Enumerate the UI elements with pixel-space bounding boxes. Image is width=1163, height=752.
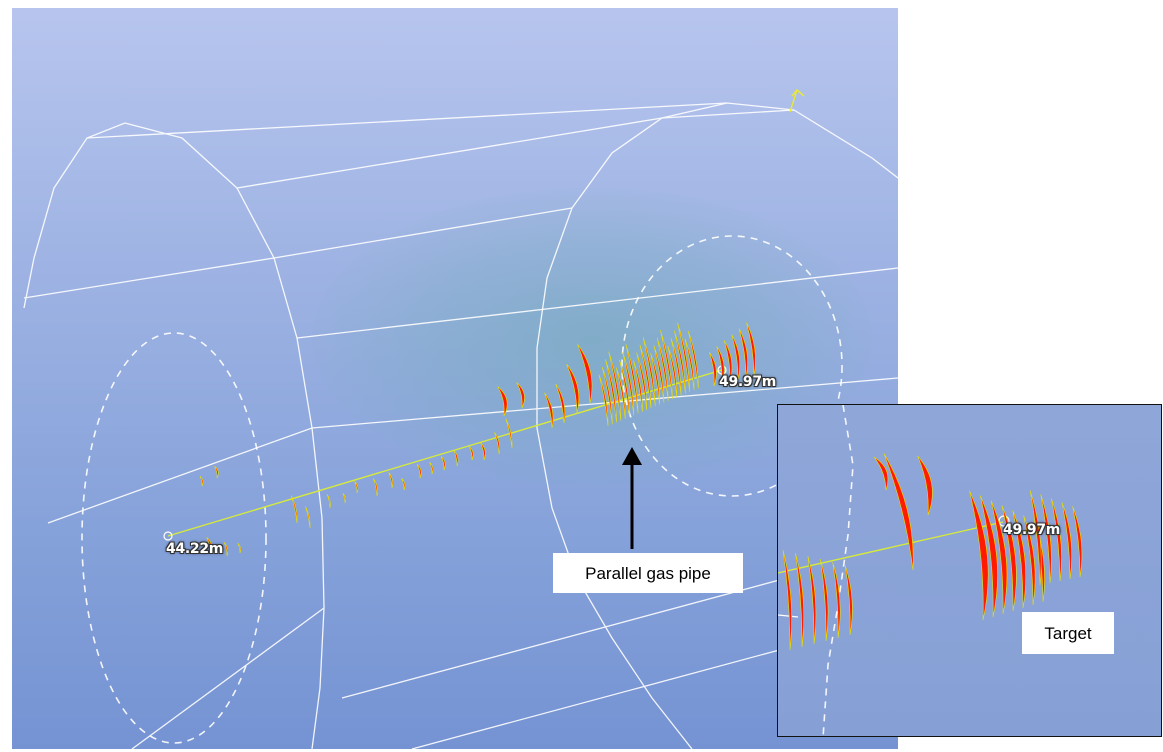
gas-pipe-reflection xyxy=(677,322,690,392)
inset-target-reflection xyxy=(979,495,998,618)
reflection-mark xyxy=(555,383,566,424)
gas-pipe-reflection xyxy=(601,366,613,425)
target-reflection xyxy=(731,334,741,381)
reflection-mark xyxy=(305,506,311,529)
inset-target-reflection xyxy=(1034,520,1045,603)
trace-line xyxy=(167,369,723,537)
target-callout: Target xyxy=(1022,612,1114,654)
reflection-mark xyxy=(516,382,525,409)
inset-reflection xyxy=(782,550,792,651)
inset-reflection xyxy=(807,556,817,645)
end-distance-label: 49.97m xyxy=(719,374,777,390)
reflection-mark xyxy=(206,537,212,554)
inset-target-reflection xyxy=(990,500,1008,615)
inset-reflection xyxy=(832,562,841,639)
gas-pipe-reflection xyxy=(650,353,660,405)
reflection-mark xyxy=(237,543,241,554)
inset-reflection xyxy=(883,453,914,571)
reflection-mark xyxy=(468,446,474,461)
reflection-mark xyxy=(342,493,346,504)
reflection-mark xyxy=(577,344,593,404)
reflection-mark xyxy=(388,472,393,489)
gas-pipe-reflection xyxy=(619,359,630,418)
target-reflection xyxy=(746,322,756,377)
main-3d-view[interactable]: 44.22m 49.97m xyxy=(12,8,898,749)
reflection-mark xyxy=(566,363,580,414)
far-dashed-ring xyxy=(621,235,843,497)
gas-pipe-reflection xyxy=(608,351,622,421)
reflection-mark xyxy=(354,481,359,494)
reflection-mark xyxy=(372,478,378,497)
inset-end-distance-label: 49.97m xyxy=(1003,522,1061,538)
reflection-mark xyxy=(505,418,513,449)
gas-pipe-reflection xyxy=(605,359,617,423)
inset-trace-line xyxy=(778,521,1004,574)
target-reflection xyxy=(716,346,725,385)
inset-reflection xyxy=(917,455,933,516)
target-reflection xyxy=(738,328,748,379)
reflection-mark xyxy=(440,456,446,471)
zoom-inset-view[interactable]: 49.97m xyxy=(777,404,1162,737)
cylinder-wireframe xyxy=(23,102,898,749)
inset-target-reflection xyxy=(969,490,989,621)
gas-pipe-reflection xyxy=(670,338,682,396)
target-reflection xyxy=(708,352,717,387)
inset-target-reflection xyxy=(1029,490,1042,586)
gas-pipe-reflection xyxy=(653,345,665,403)
reflection-mark xyxy=(479,442,486,461)
gas-pipe-reflection xyxy=(636,352,647,410)
reflection-mark xyxy=(199,475,204,487)
gas-pipe-reflection xyxy=(656,337,669,401)
inset-target-reflection xyxy=(1061,502,1073,580)
inset-target-reflection xyxy=(1072,506,1083,578)
reflection-mark xyxy=(214,466,219,479)
axis-arrow-icon xyxy=(789,88,805,113)
gas-pipe-callout: Parallel gas pipe xyxy=(553,553,743,593)
start-marker xyxy=(163,531,173,541)
gas-pipe-reflection xyxy=(684,338,695,391)
inset-target-reflection xyxy=(1051,498,1062,582)
callout-arrow-icon xyxy=(622,447,642,549)
target-reflections xyxy=(782,453,1083,651)
inset-reflection xyxy=(844,565,853,636)
inset-scene xyxy=(778,405,1083,736)
gas-pipe-reflection xyxy=(687,330,699,389)
reflection-cluster xyxy=(199,322,756,557)
inset-target-reflection xyxy=(1001,505,1017,612)
reflection-mark xyxy=(453,450,459,467)
inset-target-reflection xyxy=(1012,510,1027,609)
reflection-mark xyxy=(326,494,331,509)
reflection-mark xyxy=(290,495,298,524)
reflection-mark xyxy=(416,464,422,479)
gas-pipe-reflection xyxy=(639,344,652,409)
inset-reflection xyxy=(795,553,805,648)
gas-pipe-reflection xyxy=(598,374,609,427)
target-reflection xyxy=(723,340,733,383)
inset-target-reflection xyxy=(1023,515,1036,606)
gas-pipe-reflection xyxy=(615,367,626,419)
gas-pipe-reflection xyxy=(660,329,673,400)
start-distance-label: 44.22m xyxy=(166,541,224,557)
gas-pipe-reflection xyxy=(667,345,678,398)
gas-pipe-reflection xyxy=(622,352,635,416)
gas-pipe-reflection xyxy=(633,360,643,412)
reflection-mark xyxy=(401,478,406,491)
near-dashed-ring xyxy=(81,332,267,744)
reflection-mark xyxy=(494,432,500,455)
reflection-mark xyxy=(544,392,554,429)
inset-reflection xyxy=(819,559,829,642)
inset-reflection xyxy=(873,456,889,491)
reflection-mark xyxy=(429,462,434,475)
gas-pipe-reflection xyxy=(673,330,686,394)
reflection-mark xyxy=(497,386,508,417)
inset-target-reflection xyxy=(1040,494,1052,584)
reflection-mark xyxy=(223,542,229,557)
gas-pipe-reflection xyxy=(625,344,639,414)
gas-pipe-reflection xyxy=(642,337,656,407)
